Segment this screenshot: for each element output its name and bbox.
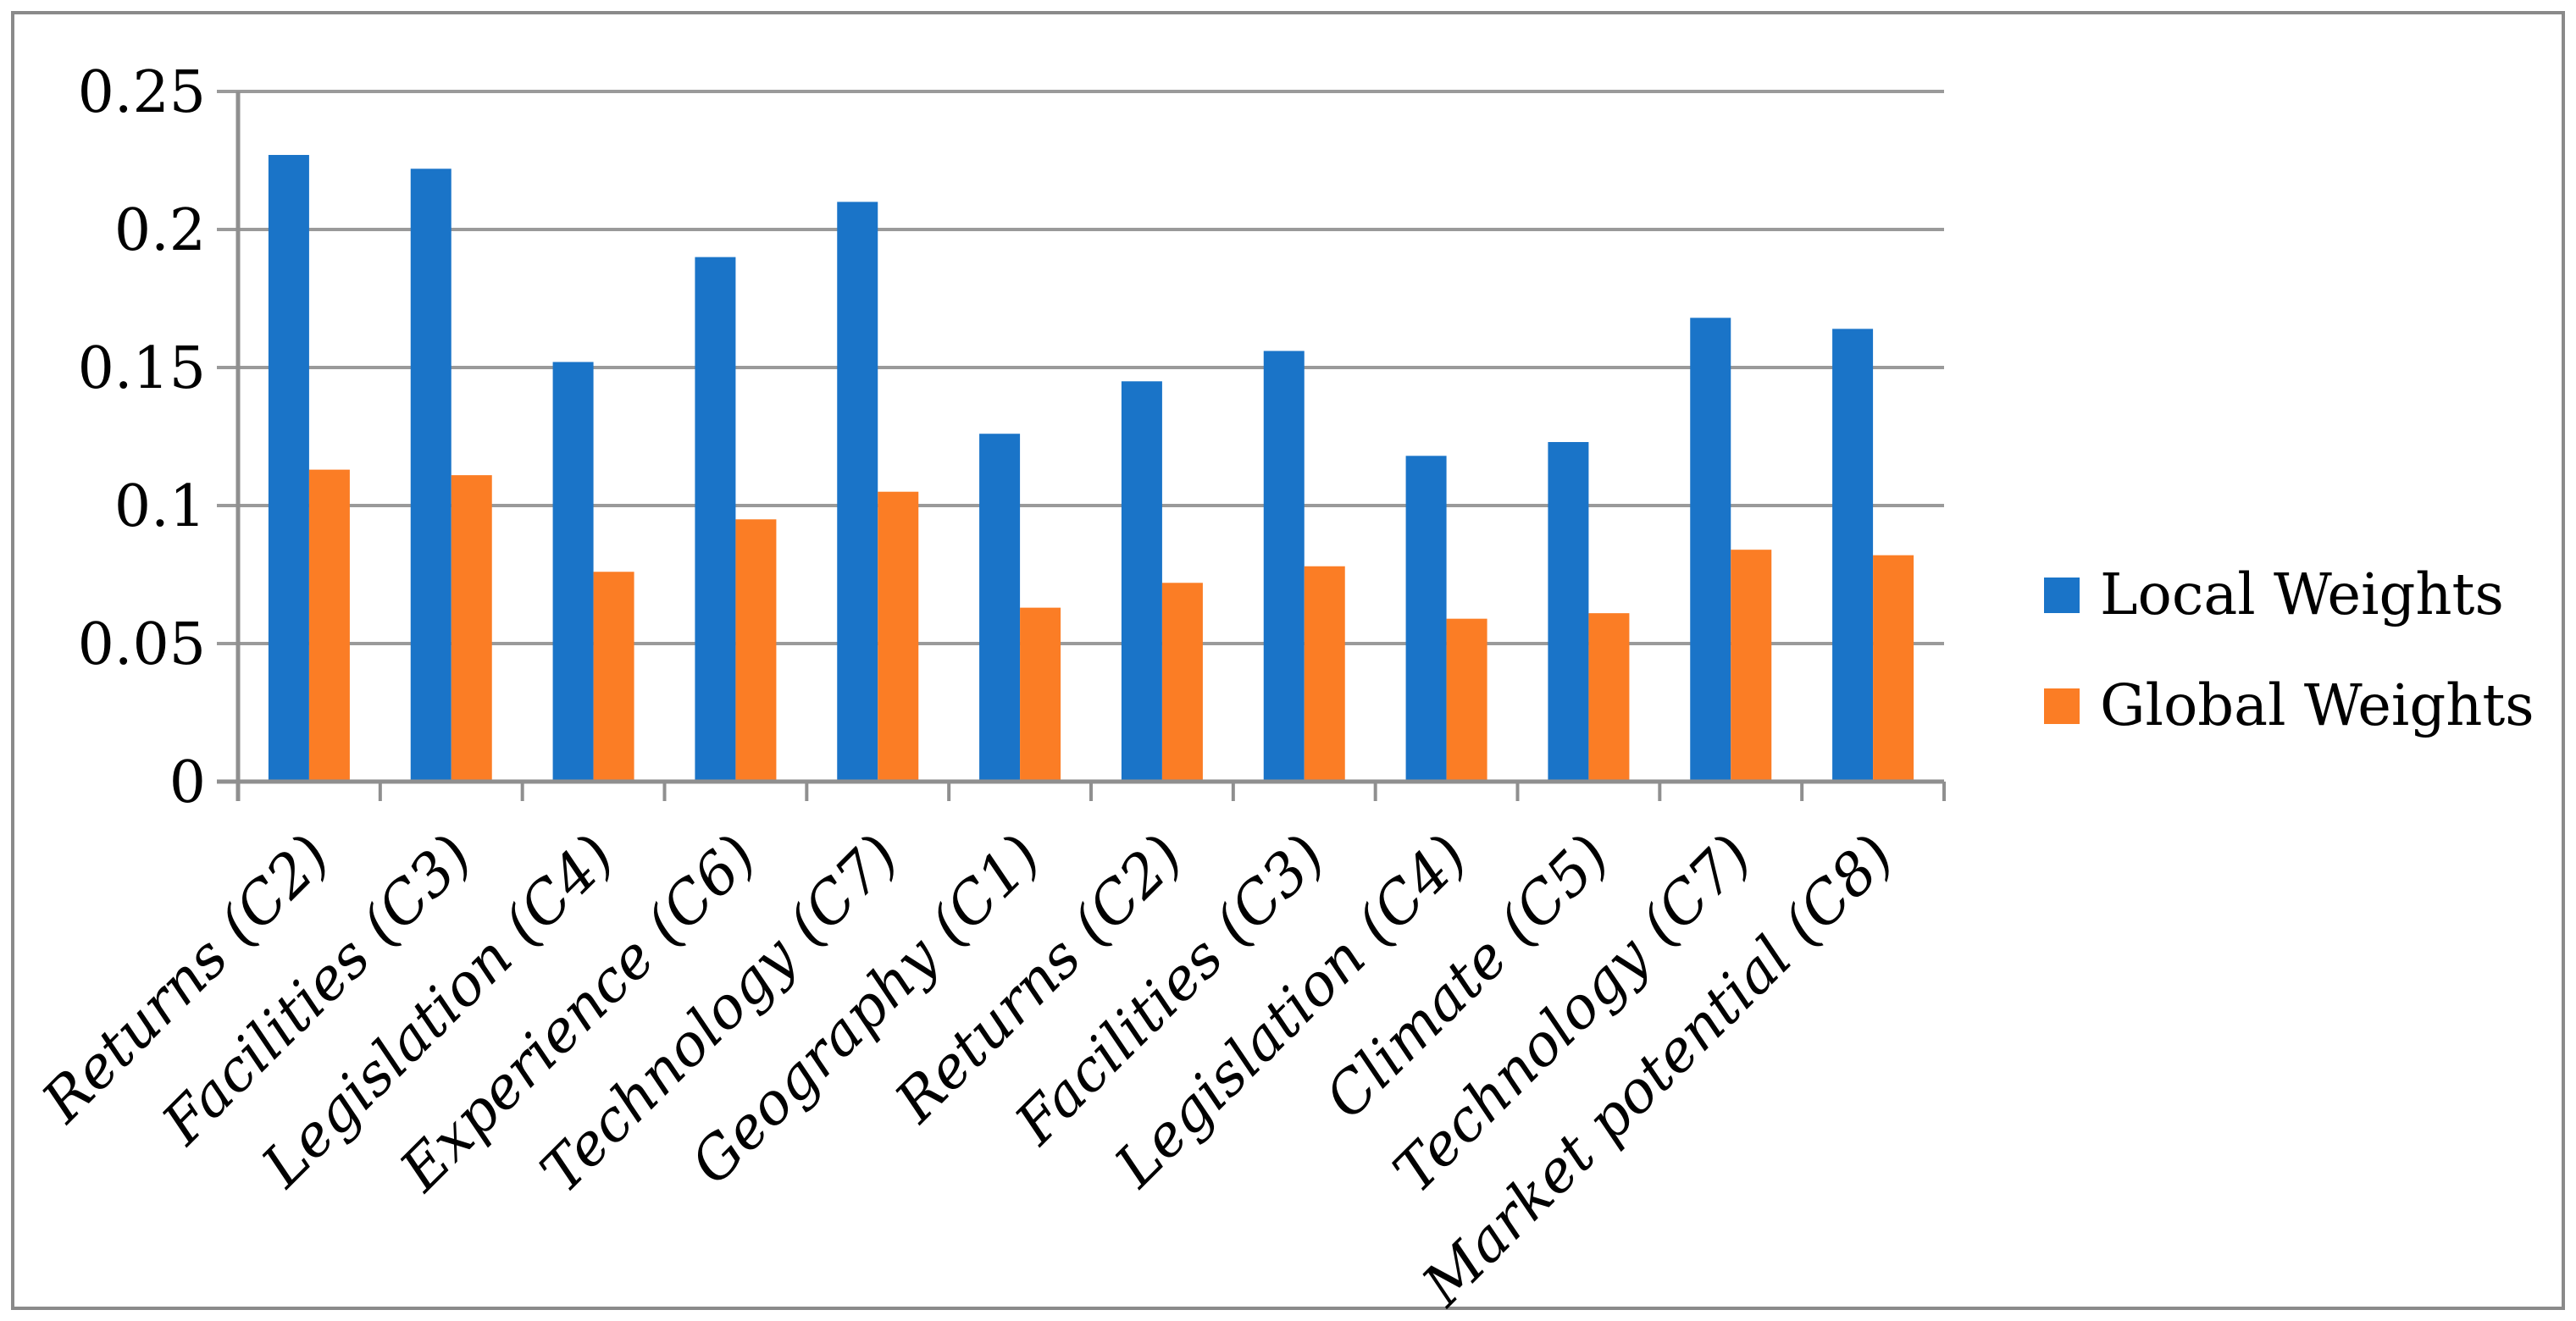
- bar-global-weights-8: [1446, 618, 1487, 782]
- legend-entry-local-weights: Local Weights: [2044, 567, 2534, 623]
- bar-global-weights-3: [735, 519, 777, 782]
- bar-local-weights-7: [1263, 351, 1305, 782]
- chart-legend: Local Weights Global Weights: [2044, 567, 2534, 734]
- legend-label-local-weights: Local Weights: [2100, 561, 2504, 627]
- bar-local-weights-0: [268, 154, 309, 782]
- bar-local-weights-6: [1121, 381, 1162, 782]
- bar-local-weights-10: [1690, 318, 1731, 782]
- global-weights-swatch-icon: [2044, 688, 2080, 724]
- bar-local-weights-2: [552, 362, 594, 782]
- y-tick-label-0: 0: [169, 749, 206, 816]
- bar-local-weights-9: [1548, 442, 1589, 782]
- bar-global-weights-6: [1161, 583, 1203, 782]
- bar-global-weights-7: [1304, 566, 1345, 782]
- bar-local-weights-3: [695, 257, 736, 782]
- bar-global-weights-0: [308, 469, 350, 782]
- bar-local-weights-1: [410, 169, 451, 782]
- bar-global-weights-2: [593, 572, 634, 782]
- bar-global-weights-1: [451, 475, 492, 782]
- bar-local-weights-8: [1405, 456, 1447, 782]
- bar-global-weights-5: [1020, 607, 1061, 782]
- local-weights-swatch-icon: [2044, 577, 2080, 613]
- bar-global-weights-11: [1873, 555, 1914, 782]
- y-tick-label-0.1: 0.1: [114, 473, 206, 540]
- bar-global-weights-10: [1731, 550, 1772, 782]
- legend-label-global-weights: Global Weights: [2100, 672, 2534, 738]
- bar-local-weights-5: [979, 434, 1021, 782]
- y-tick-label-0.2: 0.2: [114, 197, 206, 264]
- bar-global-weights-9: [1588, 613, 1630, 782]
- bar-global-weights-4: [878, 491, 919, 782]
- y-tick-label-0.25: 0.25: [78, 59, 206, 126]
- y-tick-label-0.15: 0.15: [78, 335, 206, 402]
- legend-entry-global-weights: Global Weights: [2044, 677, 2534, 734]
- bar-local-weights-4: [837, 202, 878, 782]
- bar-local-weights-11: [1832, 329, 1874, 782]
- y-tick-label-0.05: 0.05: [78, 611, 206, 678]
